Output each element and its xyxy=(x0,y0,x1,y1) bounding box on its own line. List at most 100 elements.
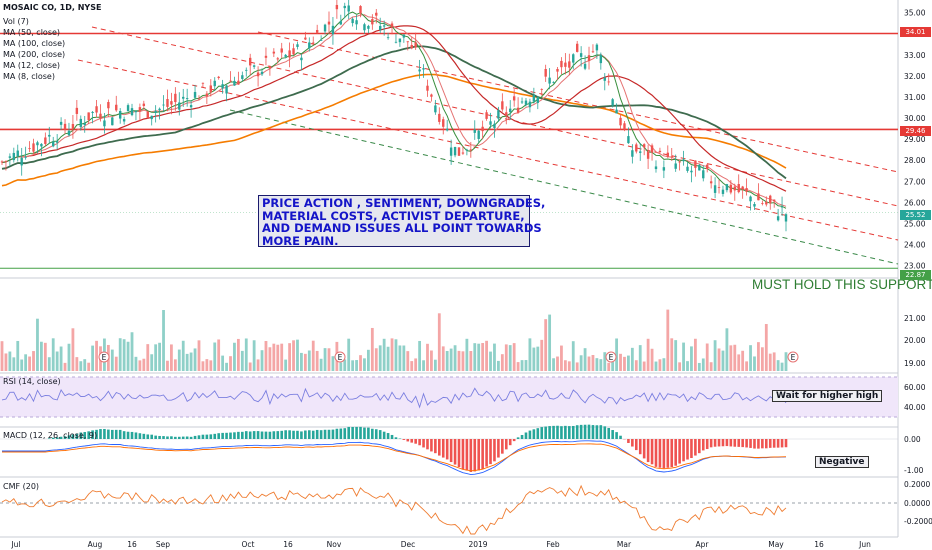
candle-body xyxy=(509,108,512,113)
candle-body xyxy=(122,119,126,122)
cmf-label[interactable]: CMF (20) xyxy=(3,482,40,491)
candle-body xyxy=(304,37,307,40)
volume-bar xyxy=(658,359,662,371)
macd-histogram-bar xyxy=(103,428,106,439)
volume-bar xyxy=(359,355,362,371)
candle-body xyxy=(709,181,713,184)
macd-histogram-bar xyxy=(489,439,492,465)
candle-body xyxy=(166,99,169,107)
volume-bar xyxy=(437,313,441,371)
price-tick-label: 35.00 xyxy=(904,9,926,18)
volume-bar xyxy=(8,351,12,371)
volume-bar xyxy=(666,309,670,371)
macd-histogram-bar xyxy=(378,430,382,439)
candle-body xyxy=(319,40,323,41)
volume-bar xyxy=(339,362,343,371)
candle-body xyxy=(371,19,374,25)
candle-body xyxy=(40,143,43,147)
macd-histogram-bar xyxy=(686,439,689,460)
candle-body xyxy=(189,105,193,108)
macd-histogram-bar xyxy=(430,439,433,452)
candle-body xyxy=(347,5,350,12)
macd-histogram-bar xyxy=(426,439,429,450)
macd-histogram-bar xyxy=(512,439,516,442)
macd-histogram-bar xyxy=(292,430,295,439)
rsi-label[interactable]: RSI (14, close) xyxy=(3,377,61,386)
time-tick-label: Feb xyxy=(546,540,560,549)
volume-bar xyxy=(465,338,469,371)
candle-body xyxy=(256,72,260,77)
candle-body xyxy=(221,84,224,89)
candle-body xyxy=(650,145,654,153)
volume-bar xyxy=(32,351,35,371)
candle-body xyxy=(379,25,382,31)
candle-body xyxy=(753,204,756,207)
candle-body xyxy=(146,111,149,118)
candle-body xyxy=(572,54,575,63)
macd-histogram-bar xyxy=(516,437,520,439)
volume-bar xyxy=(619,353,622,371)
volume-bar xyxy=(71,328,75,371)
macd-label[interactable]: MACD (12, 26, close, 9) xyxy=(3,431,98,440)
macd-histogram-bar xyxy=(780,439,784,448)
indicator-ma8[interactable]: MA (8, close) xyxy=(3,72,55,81)
macd-histogram-bar xyxy=(595,425,599,439)
time-tick-label: Dec xyxy=(401,540,416,549)
indicator-ma12[interactable]: MA (12, close) xyxy=(3,61,61,70)
macd-histogram-bar xyxy=(721,439,725,447)
volume-bar xyxy=(244,338,248,371)
ma100-line xyxy=(1,45,787,180)
volume-bar xyxy=(504,344,508,371)
macd-tick-label: -1.00 xyxy=(904,466,924,475)
volume-bar xyxy=(784,352,788,371)
macd-histogram-bar xyxy=(300,431,303,439)
candle-body xyxy=(201,82,205,84)
ma200-line xyxy=(1,73,787,187)
volume-bar xyxy=(414,358,418,371)
volume-bar xyxy=(489,351,492,371)
candle-body xyxy=(434,105,437,113)
macd-histogram-bar xyxy=(457,439,461,468)
macd-histogram-bar xyxy=(55,437,59,439)
volume-bar xyxy=(461,351,465,371)
volume-bar xyxy=(772,352,776,371)
macd-histogram-bar xyxy=(75,433,79,439)
macd-histogram-bar xyxy=(449,439,453,463)
candle-body xyxy=(331,25,335,35)
macd-histogram-bar xyxy=(532,429,536,439)
volume-bar xyxy=(331,356,335,371)
indicator-ma50[interactable]: MA (50, close) xyxy=(3,28,61,37)
indicator-ma100[interactable]: MA (100, close) xyxy=(3,39,66,48)
macd-histogram-bar xyxy=(244,431,248,439)
volume-bar xyxy=(311,340,315,371)
indicator-vol[interactable]: Vol (7) xyxy=(3,17,29,26)
candle-body xyxy=(465,149,469,151)
volume-bar xyxy=(422,360,425,371)
candle-body xyxy=(351,18,354,24)
volume-bar xyxy=(615,338,618,371)
candle-body xyxy=(438,113,441,122)
macd-histogram-bar xyxy=(402,439,406,440)
macd-histogram-bar xyxy=(288,430,291,439)
macd-histogram-bar xyxy=(776,439,780,448)
macd-histogram-bar xyxy=(560,426,563,439)
time-tick-label: 16 xyxy=(283,540,293,549)
candle-body xyxy=(296,44,299,47)
macd-histogram-bar xyxy=(363,427,366,439)
indicator-ma200[interactable]: MA (200, close) xyxy=(3,50,66,59)
volume-bar xyxy=(240,350,244,371)
volume-bar xyxy=(79,361,83,371)
macd-histogram-bar xyxy=(733,439,737,447)
volume-bar xyxy=(630,347,634,371)
channel-line xyxy=(229,109,899,265)
volume-bar xyxy=(493,343,496,371)
candle-body xyxy=(205,93,209,97)
volume-bar xyxy=(315,350,319,371)
volume-bar xyxy=(552,358,555,371)
candle-body xyxy=(118,111,122,119)
macd-histogram-bar xyxy=(575,425,579,439)
macd-histogram-bar xyxy=(213,433,217,439)
macd-histogram-bar xyxy=(619,435,622,439)
volume-bar xyxy=(690,346,693,371)
